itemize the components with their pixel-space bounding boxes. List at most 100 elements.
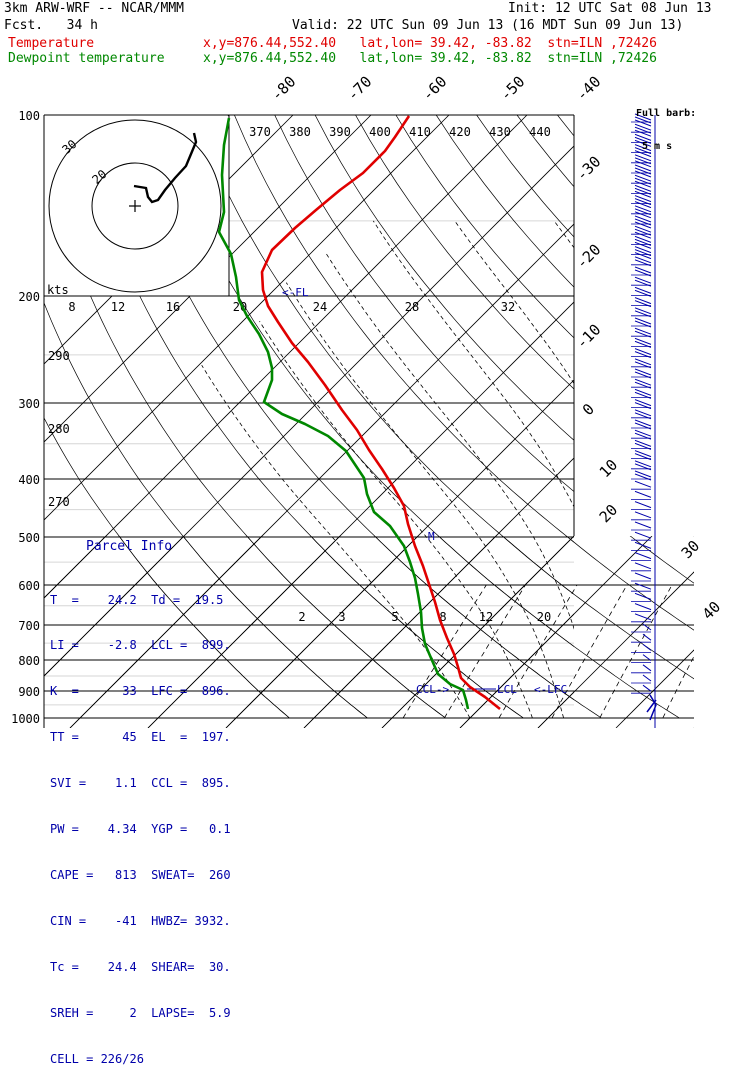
pressure-tick-label: 800 [18,654,40,668]
dry-adiabat [234,115,740,718]
parcel-info-title: Parcel Info [86,539,172,554]
theta-label: 440 [529,125,551,139]
isotherm-label: -50 [497,73,529,105]
dry-adiabat [638,115,740,718]
wind-barb [635,430,651,436]
dry-adiabat [194,115,740,718]
dry-adiabat [517,115,740,718]
wind-barb [643,675,651,681]
pressure-tick-label: 400 [18,473,40,487]
wind-barb [635,308,651,314]
wind-barb [635,491,651,497]
theta-label: 380 [289,125,311,139]
parcel-row: LI = -2.8 LCL = 899. [50,638,231,653]
wind-barb [635,267,651,273]
pressure-tick-label: 300 [18,397,40,411]
wind-barb [635,583,651,589]
isotherm-line [694,536,740,728]
wind-barb [635,604,651,610]
dry-adiabat [154,115,680,718]
hodograph-units: kts [47,283,69,297]
parcel-row: CIN = -41 HWBZ= 3932. [50,914,231,929]
wind-barb [643,634,651,640]
dry-adiabat [315,115,740,718]
isotherm-label: -20 [573,241,605,273]
mixing-ratio-line [499,585,577,718]
dry-adiabat [477,115,740,718]
theta-label: 420 [449,125,471,139]
wind-barb [635,532,651,538]
theta-label: 280 [48,422,70,436]
isotherm-label: -60 [419,73,451,105]
dry-adiabat [638,115,740,718]
parcel-row: SREH = 2 LAPSE= 5.9 [50,1006,231,1021]
wind-barb [643,644,651,650]
isotherm-line [460,115,740,728]
wind-barb [635,410,651,416]
isotherm-label: 20 [596,501,622,527]
wind-barb [635,379,651,385]
isotherm-label: 10 [596,456,622,482]
hodograph-speed-label: 24 [313,300,327,314]
isotherm-line [616,115,740,728]
parcel-row: TT = 45 EL = 197. [50,730,231,745]
dry-adiabat [315,115,740,718]
isotherm-label: -80 [268,73,300,105]
mixing-ratio-label: 3 [338,610,345,624]
pressure-tick-label: 500 [18,531,40,545]
mixing-ratio-label: 5 [391,610,398,624]
theta-label: 290 [48,349,70,363]
freezing-level-marker: <-FL [282,286,309,299]
parcel-row: CAPE = 813 SWEAT= 260 [50,868,231,883]
parcel-row: T = 24.2 Td = 19.5 [50,593,231,608]
pressure-tick-label: 100 [18,109,40,123]
barb-legend: Full barb: 5 m s [636,86,696,163]
isotherm-line [148,115,740,728]
isotherm-label: -40 [573,73,605,105]
isotherm-line [304,536,496,728]
dry-adiabat [396,115,740,718]
mixing-ratio-line [600,585,672,718]
isotherm-line [694,115,740,728]
isotherm-label: -70 [344,73,376,105]
dry-adiabat [396,115,740,718]
pressure-tick-label: 700 [18,619,40,633]
pressure-tick-label: 200 [18,290,40,304]
parcel-row: K = 33 LFC = 896. [50,684,231,699]
parcel-row: CELL = 226/26 [50,1052,231,1067]
theta-label: 430 [489,125,511,139]
isotherm-label: 0 [579,400,598,419]
moist-adiabat [260,321,533,718]
wind-barb [643,685,651,691]
dry-adiabat [719,115,740,718]
wind-barb [635,287,651,293]
parcel-row: PW = 4.34 YGP = 0.1 [50,822,231,837]
theta-label: 400 [369,125,391,139]
dry-adiabat [194,115,740,718]
wind-barb [635,359,651,365]
isotherm-line [382,115,740,728]
wind-barb [635,471,651,477]
hodograph-speed-label: 28 [405,300,419,314]
wind-barb [643,665,651,671]
parcel-row: SVI = 1.1 CCL = 895. [50,776,231,791]
isotherm-line [226,115,740,728]
wind-barb [635,563,651,569]
pressure-tick-label: 600 [18,579,40,593]
mixing-ratio-label: 20 [537,610,551,624]
pressure-tick-label: 900 [18,685,40,699]
dry-adiabat [517,115,740,718]
wind-barb [635,502,651,508]
wind-barb [635,573,651,579]
wind-barb [635,440,651,446]
hodograph-speed-label: 16 [166,300,180,314]
isotherm-label: 40 [699,598,725,624]
wind-barb [635,318,651,324]
parcel-row: Tc = 24.4 SHEAR= 30. [50,960,231,975]
wind-barb [635,512,651,518]
wind-barb [635,614,651,620]
dry-adiabat [275,115,740,718]
isotherm-line [226,536,418,728]
lcl-marker: LCL [497,683,517,696]
mixing-ratio-line [663,585,732,718]
